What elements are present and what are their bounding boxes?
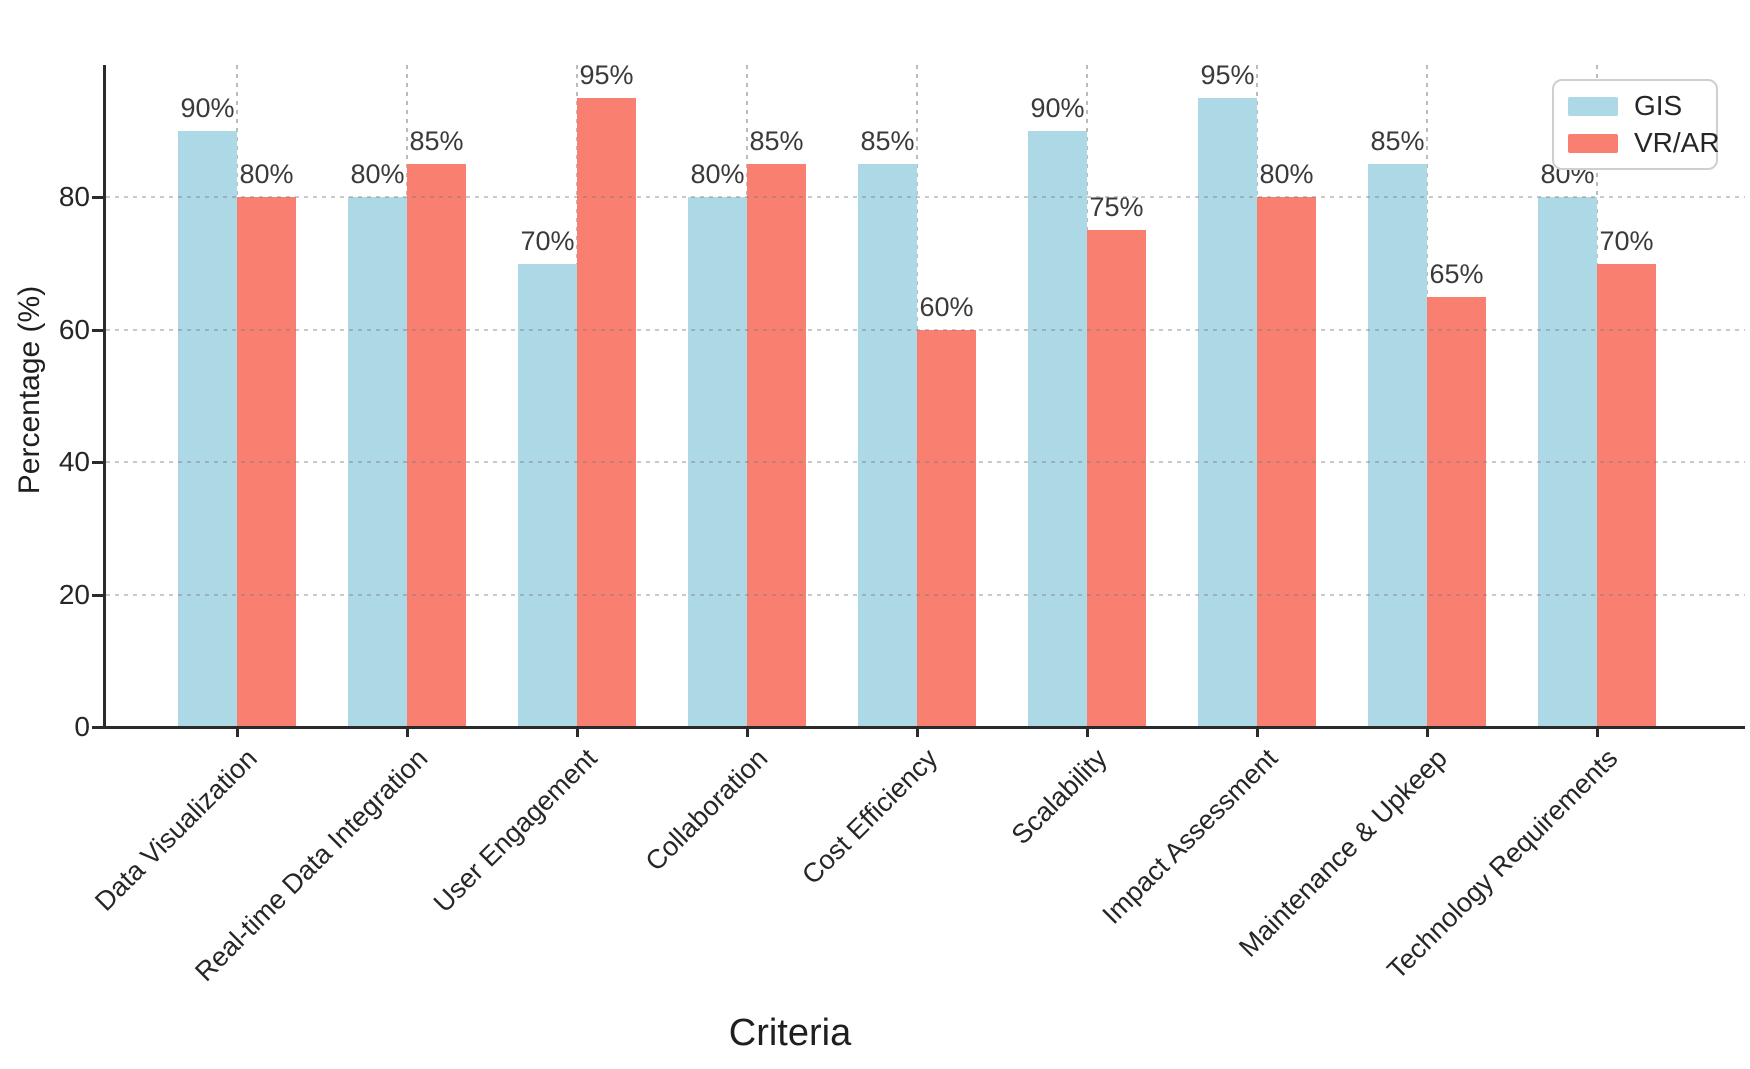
bar-value-label: 85% bbox=[409, 126, 464, 156]
bar-gis-collaboration bbox=[688, 197, 747, 727]
legend-swatch-vr-ar bbox=[1568, 133, 1618, 153]
x-tick-label-user-engagement: User Engagement bbox=[428, 743, 604, 919]
bar-value-label: 80% bbox=[239, 159, 294, 189]
legend-swatch-gis bbox=[1568, 96, 1618, 116]
y-tick-label: 80 bbox=[58, 181, 90, 213]
bar-value-label: 60% bbox=[919, 292, 974, 322]
bar-gis-technology-requirements bbox=[1538, 197, 1597, 727]
bar-value-label: 80% bbox=[1259, 159, 1314, 189]
gridline-horizontal bbox=[106, 461, 1745, 464]
x-axis-title: Criteria bbox=[728, 1012, 852, 1054]
x-tick-label-cost-efficiency: Cost Efficiency bbox=[796, 743, 944, 891]
legend-entry-gis: GIS bbox=[1568, 92, 1702, 120]
bar-value-label: 70% bbox=[1599, 226, 1654, 256]
x-tick-label-collaboration: Collaboration bbox=[639, 743, 774, 877]
bar-vr-ar-real-time-data-integration bbox=[407, 164, 466, 727]
bar-vr-ar-impact-assessment bbox=[1257, 197, 1316, 727]
bar-value-label: 95% bbox=[1200, 60, 1255, 90]
y-tick bbox=[92, 328, 103, 332]
y-tick-label: 0 bbox=[74, 711, 90, 742]
x-tick-label-data-visualization: Data Visualization bbox=[89, 743, 264, 917]
bar-vr-ar-scalability bbox=[1087, 230, 1146, 727]
x-tick-label-impact-assessment: Impact Assessment bbox=[1096, 743, 1284, 930]
bar-value-label: 80% bbox=[690, 159, 745, 189]
x-tick bbox=[236, 729, 239, 737]
bar-vr-ar-cost-efficiency bbox=[917, 330, 976, 727]
bar-value-label: 70% bbox=[520, 226, 575, 256]
legend: GIS VR/AR bbox=[1552, 79, 1720, 170]
x-tick-label-scalability: Scalability bbox=[1006, 743, 1114, 851]
bar-gis-data-visualization bbox=[178, 131, 237, 727]
plot-area: 90% 80% Data Visualization 80% 85% Real-time … bbox=[59, 60, 1745, 987]
y-tick bbox=[92, 461, 103, 465]
x-axis-spine bbox=[103, 726, 1745, 729]
bar-gis-cost-efficiency bbox=[858, 164, 917, 727]
x-tick bbox=[406, 729, 409, 737]
gridline-horizontal bbox=[106, 593, 1745, 596]
bar-gis-scalability bbox=[1028, 131, 1087, 727]
bar-value-label: 65% bbox=[1429, 259, 1484, 289]
y-tick bbox=[92, 593, 103, 597]
bar-value-label: 85% bbox=[749, 126, 804, 156]
bar-value-label: 75% bbox=[1089, 192, 1144, 222]
bar-value-label: 90% bbox=[180, 93, 235, 123]
bar-vr-ar-user-engagement bbox=[577, 98, 636, 727]
y-tick bbox=[92, 196, 103, 200]
bar-value-label: 85% bbox=[860, 126, 915, 156]
gridline-horizontal bbox=[106, 328, 1745, 331]
bar-gis-user-engagement bbox=[518, 264, 577, 727]
gridline-horizontal bbox=[106, 196, 1745, 199]
x-tick bbox=[746, 729, 749, 737]
legend-label: GIS bbox=[1634, 90, 1683, 121]
y-tick-label: 20 bbox=[58, 578, 90, 610]
bar-vr-ar-technology-requirements bbox=[1597, 264, 1656, 727]
bar-vr-ar-collaboration bbox=[747, 164, 806, 727]
bar-gis-maintenance-upkeep bbox=[1368, 164, 1427, 727]
bar-value-label: 95% bbox=[579, 60, 634, 90]
x-tick bbox=[1256, 729, 1259, 737]
y-axis-spine bbox=[103, 65, 106, 729]
bar-vr-ar-data-visualization bbox=[237, 197, 296, 727]
legend-label: VR/AR bbox=[1634, 127, 1720, 158]
x-tick bbox=[1086, 729, 1089, 737]
bar-gis-real-time-data-integration bbox=[348, 197, 407, 727]
x-tick bbox=[1596, 729, 1599, 737]
bar-vr-ar-maintenance-upkeep bbox=[1427, 297, 1486, 727]
y-tick-label: 60 bbox=[58, 313, 90, 345]
x-tick bbox=[576, 729, 579, 737]
bar-value-label: 85% bbox=[1370, 126, 1425, 156]
y-tick-label: 40 bbox=[58, 446, 90, 478]
y-tick bbox=[92, 726, 103, 729]
x-tick bbox=[916, 729, 919, 737]
bar-value-label: 90% bbox=[1030, 93, 1085, 123]
bar-gis-impact-assessment bbox=[1198, 98, 1257, 727]
bar-value-label: 80% bbox=[350, 159, 405, 189]
x-tick bbox=[1426, 729, 1429, 737]
legend-entry-vr-ar: VR/AR bbox=[1568, 129, 1720, 157]
